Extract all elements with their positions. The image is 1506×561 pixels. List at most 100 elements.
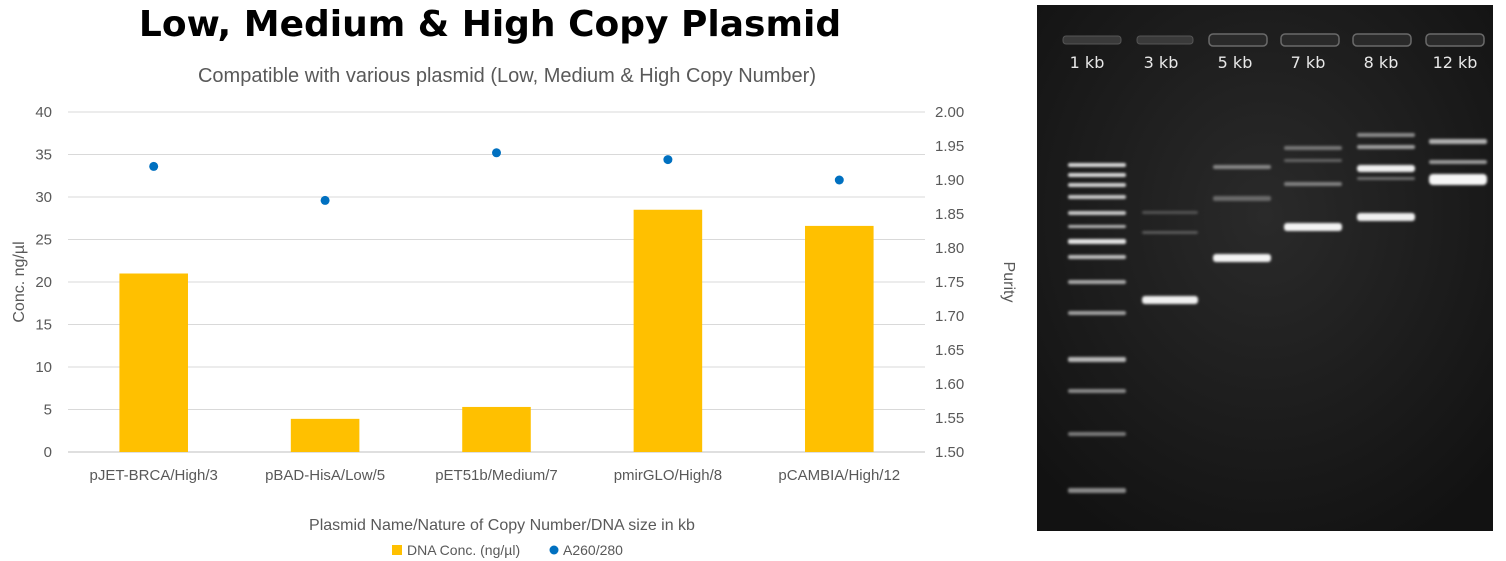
x-axis-ticks: pJET-BRCA/High/3 pBAD-HisA/Low/5 pET51b/Me… xyxy=(90,467,901,484)
y-tick-label: 15 xyxy=(35,317,52,334)
y2-tick-label: 1.85 xyxy=(935,206,964,223)
bar xyxy=(290,418,360,452)
gel-band xyxy=(1068,255,1126,259)
y-tick-label: 5 xyxy=(44,402,52,419)
y2-tick-label: 1.80 xyxy=(935,240,964,257)
y2-tick-label: 1.95 xyxy=(935,138,964,155)
y-tick-label: 35 xyxy=(35,147,52,164)
y2-tick-label: 1.70 xyxy=(935,308,964,325)
bar xyxy=(633,209,703,452)
gel-band xyxy=(1429,160,1487,164)
gel-lane-label: 7 kb xyxy=(1291,53,1326,72)
chart: Low, Medium & High Copy Plasmid Compatib… xyxy=(11,4,1017,558)
gel-band xyxy=(1142,296,1198,304)
gel-band xyxy=(1429,139,1487,144)
x-tick-label: pJET-BRCA/High/3 xyxy=(90,467,218,484)
gel-image-svg: 1 kb 3 kb 5 kb 7 kb 8 kb 12 kb xyxy=(1037,5,1493,531)
scatter-point xyxy=(492,148,501,158)
gel-band xyxy=(1284,146,1342,150)
legend-label-point: A260/280 xyxy=(563,542,623,558)
legend-swatch-point xyxy=(549,545,559,555)
legend-label-bar: DNA Conc. (ng/µl) xyxy=(407,542,520,558)
gel-band xyxy=(1213,196,1271,201)
y2-tick-label: 2.00 xyxy=(935,104,964,121)
x-tick-label: pET51b/Medium/7 xyxy=(435,467,558,484)
x-tick-label: pBAD-HisA/Low/5 xyxy=(265,467,385,484)
bar xyxy=(119,273,188,452)
gel-band xyxy=(1284,159,1342,162)
gel-band xyxy=(1068,488,1126,493)
gel-band xyxy=(1068,225,1126,228)
y2-tick-label: 1.50 xyxy=(935,444,964,461)
gel-well xyxy=(1280,33,1340,47)
chart-subtitle: Compatible with various plasmid (Low, Me… xyxy=(198,65,816,87)
legend-swatch-bar xyxy=(392,545,402,555)
scatter-series xyxy=(149,148,844,205)
x-tick-label: pCAMBIA/High/12 xyxy=(778,467,900,484)
y2-tick-label: 1.60 xyxy=(935,376,964,393)
gel-well xyxy=(1136,35,1194,45)
scatter-point xyxy=(834,175,844,185)
gel-band xyxy=(1068,183,1126,187)
y2-tick-label: 1.65 xyxy=(935,342,964,359)
gel-background xyxy=(1037,5,1493,531)
gel-lane-label: 5 kb xyxy=(1218,53,1253,72)
gel-band xyxy=(1068,195,1126,199)
gel-band xyxy=(1068,239,1126,244)
y2-tick-label: 1.55 xyxy=(935,410,964,427)
gel-well xyxy=(1425,33,1485,47)
right-axis-ticks: 1.50 1.55 1.60 1.65 1.70 1.75 1.80 1.85 1.90 1.95… xyxy=(935,104,964,461)
gel-well xyxy=(1062,35,1122,45)
gel-band xyxy=(1068,357,1126,362)
gel-band xyxy=(1068,280,1126,284)
gel-well xyxy=(1352,33,1412,47)
scatter-point xyxy=(663,155,673,165)
gel-band xyxy=(1213,254,1271,262)
gel-band xyxy=(1068,173,1126,177)
bar xyxy=(805,225,874,452)
gel-band xyxy=(1068,389,1126,393)
gel-band xyxy=(1429,174,1487,185)
gel-band xyxy=(1357,213,1415,221)
y-tick-label: 30 xyxy=(35,189,52,206)
gel-band xyxy=(1284,223,1342,231)
legend: DNA Conc. (ng/µl) A260/280 xyxy=(392,542,623,558)
y-axis-title: Conc. ng/µl xyxy=(11,241,28,322)
scatter-point xyxy=(149,161,159,171)
y-tick-label: 25 xyxy=(35,232,52,249)
grid xyxy=(68,111,925,453)
y2-tick-label: 1.90 xyxy=(935,172,964,189)
gel-band xyxy=(1068,311,1126,315)
gel-band xyxy=(1142,211,1198,214)
gel-lane-label: 3 kb xyxy=(1144,53,1179,72)
gel-bands xyxy=(1068,133,1487,493)
x-tick-label: pmirGLO/High/8 xyxy=(614,467,722,484)
gel-band xyxy=(1357,165,1415,172)
y-tick-label: 40 xyxy=(35,104,52,121)
scatter-point xyxy=(320,195,330,205)
chart-title: Low, Medium & High Copy Plasmid xyxy=(139,4,841,45)
bar xyxy=(462,406,531,452)
gel-lane-labels: 1 kb 3 kb 5 kb 7 kb 8 kb 12 kb xyxy=(1070,53,1478,72)
y2-tick-label: 1.75 xyxy=(935,274,964,291)
left-axis-ticks: 0 5 10 15 20 25 30 35 40 xyxy=(35,104,52,461)
gel-band xyxy=(1213,165,1271,169)
gel-band xyxy=(1357,177,1415,180)
gel-lane-label: 8 kb xyxy=(1364,53,1399,72)
gel-band xyxy=(1068,163,1126,167)
y-tick-label: 0 xyxy=(44,444,52,461)
gel-band xyxy=(1357,145,1415,149)
gel-wells xyxy=(1062,33,1485,47)
gel-image: 1 kb 3 kb 5 kb 7 kb 8 kb 12 kb xyxy=(1037,5,1493,531)
gel-band xyxy=(1068,432,1126,436)
gel-lane-label: 1 kb xyxy=(1070,53,1105,72)
gel-band xyxy=(1142,231,1198,234)
bar-series xyxy=(119,209,874,452)
gel-band xyxy=(1284,182,1342,186)
y-tick-label: 10 xyxy=(35,359,52,376)
gel-lane-label: 12 kb xyxy=(1433,53,1478,72)
x-axis-title: Plasmid Name/Nature of Copy Number/DNA s… xyxy=(309,517,695,534)
y2-axis-title: Purity xyxy=(1000,262,1017,303)
gel-band xyxy=(1357,133,1415,137)
gel-well xyxy=(1208,33,1268,47)
